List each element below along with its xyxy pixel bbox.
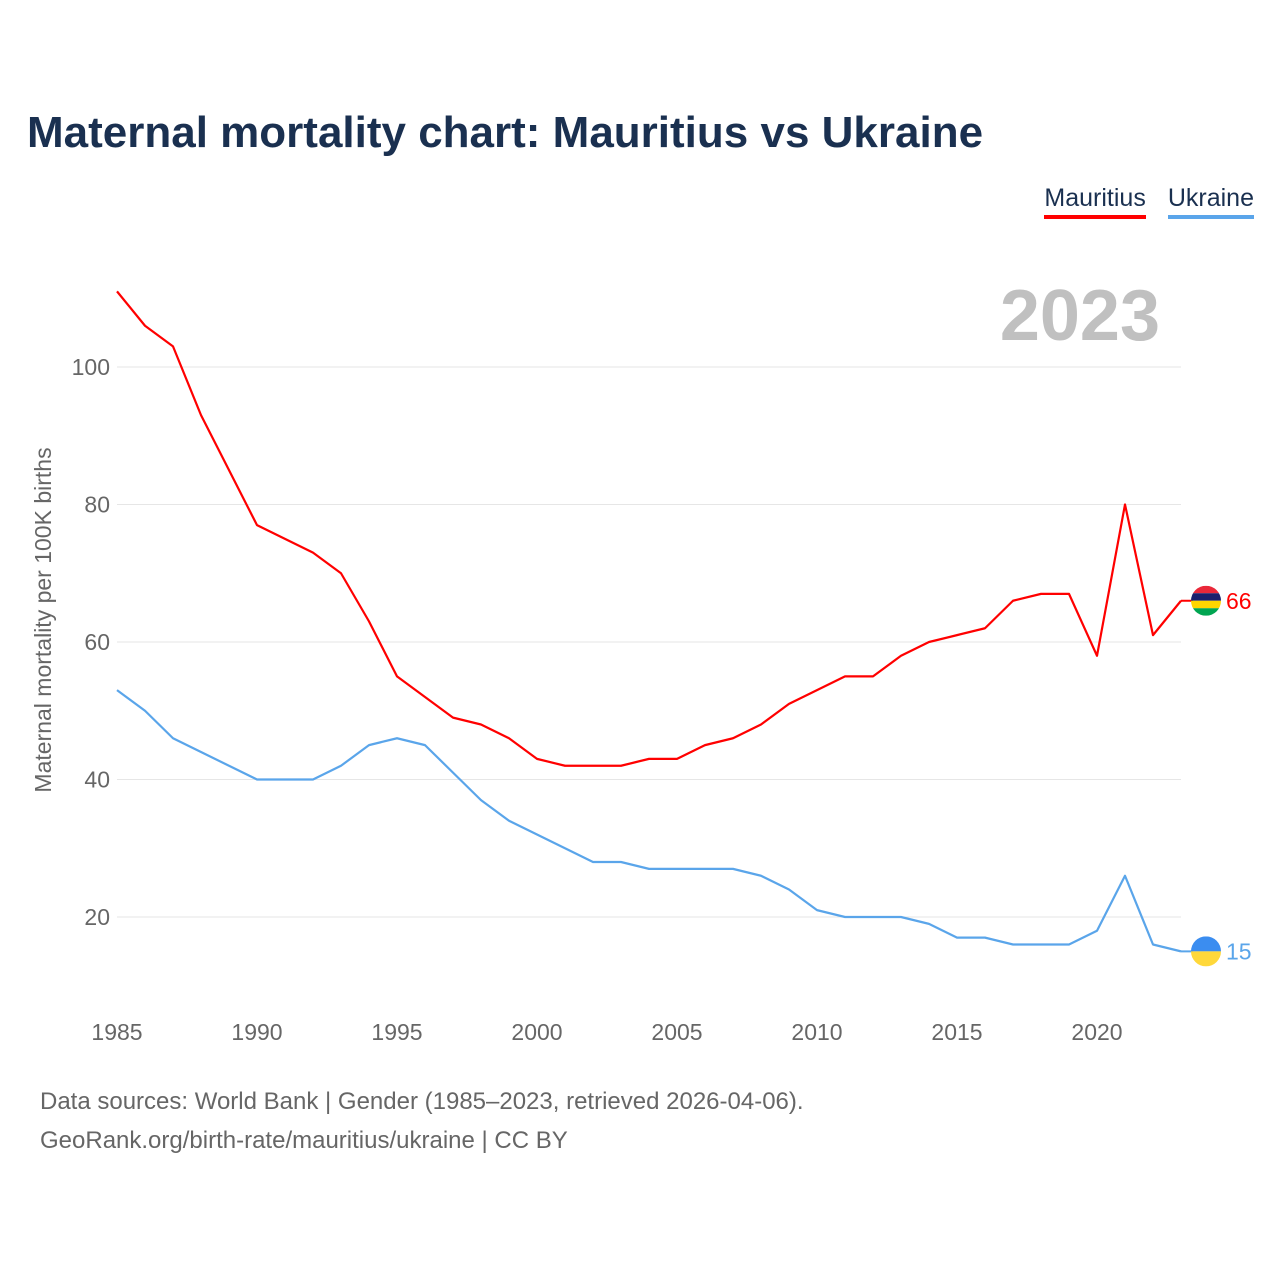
- flag-stripe: [1191, 585, 1221, 594]
- flag-stripe: [1191, 608, 1221, 616]
- y-tick-label: 100: [72, 354, 110, 380]
- series-line-mauritius: [116, 290, 1182, 767]
- x-tick-label: 2005: [651, 1019, 702, 1045]
- x-tick-label: 2020: [1071, 1019, 1122, 1045]
- footer-source: Data sources: World Bank | Gender (1985–…: [40, 1088, 804, 1115]
- x-tick-label: 2010: [791, 1019, 842, 1045]
- y-tick-label: 60: [84, 629, 110, 655]
- flag-stripe: [1191, 593, 1221, 601]
- x-tick-label: 2000: [511, 1019, 562, 1045]
- end-value-label: 66: [1226, 588, 1252, 614]
- y-tick-label: 80: [84, 492, 110, 518]
- y-tick-label: 40: [84, 767, 110, 793]
- legend: Mauritius Ukraine: [1044, 184, 1254, 219]
- ukraine-flag-icon: [1191, 936, 1221, 967]
- legend-ukraine[interactable]: Ukraine: [1167, 184, 1254, 219]
- y-tick-label: 20: [84, 904, 110, 930]
- footer-link[interactable]: GeoRank.org/birth-rate/mauritius/ukraine…: [40, 1127, 568, 1154]
- x-tick-label: 1990: [231, 1019, 282, 1045]
- year-label: 2023: [1000, 276, 1160, 356]
- y-axis-label: Maternal mortality per 100K births: [30, 447, 56, 792]
- end-value-label: 15: [1226, 938, 1252, 964]
- x-tick-label: 1985: [91, 1019, 142, 1045]
- mauritius-flag-icon: [1191, 585, 1221, 616]
- flag-stripe: [1191, 936, 1221, 952]
- flag-stripe: [1191, 600, 1221, 609]
- legend-mauritius[interactable]: Mauritius: [1044, 184, 1146, 219]
- chart-title: Maternal mortality chart: Mauritius vs U…: [27, 108, 984, 157]
- flag-stripe: [1191, 951, 1221, 967]
- series-line-ukraine: [116, 689, 1182, 953]
- x-tick-label: 1995: [371, 1019, 422, 1045]
- x-tick-label: 2015: [931, 1019, 982, 1045]
